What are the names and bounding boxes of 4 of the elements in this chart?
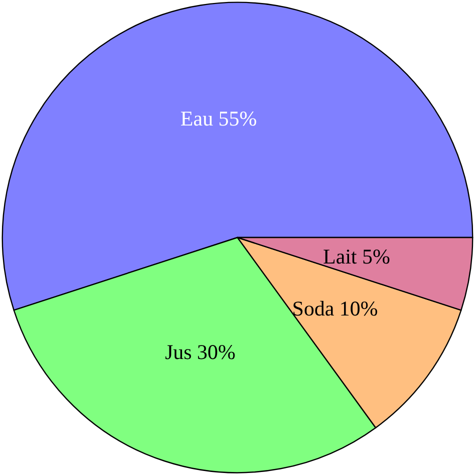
slice-label: Eau 55%	[180, 106, 257, 130]
slice-label: Jus 30%	[164, 340, 236, 364]
slice-label: Lait 5%	[323, 244, 390, 268]
slice-label: Soda 10%	[292, 296, 378, 320]
